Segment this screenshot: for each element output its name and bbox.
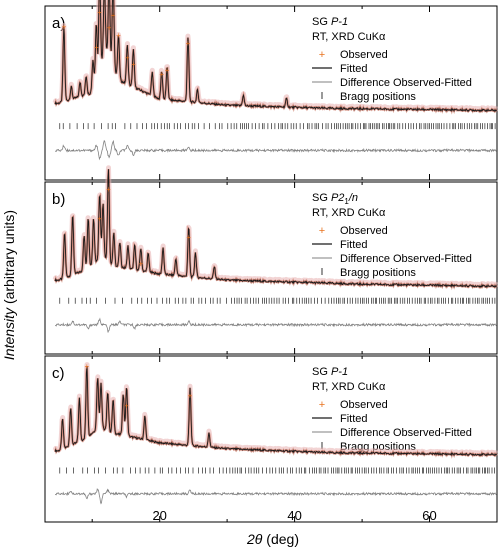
observed-point: + (186, 39, 191, 48)
legend-difference: Difference Observed-Fitted (340, 427, 472, 439)
panel-legend: SG P21/nRT, XRD CuKα + Observed Fitted Diffe… (312, 192, 472, 279)
observed-point: + (124, 401, 129, 410)
legend-observed-marker: + (319, 399, 325, 411)
x-axis-label: 2θ (deg) (246, 531, 299, 547)
x-axis: 20 40 60 (91, 6, 498, 523)
conditions-label: RT, XRD CuKα (312, 31, 386, 43)
panel-b: b) SG P21/nRT, XRD CuKα + Observed Fitted Dif… (44, 165, 499, 355)
observed-point: + (111, 11, 116, 20)
legend-observed-marker: + (319, 49, 325, 61)
bragg-positions (59, 467, 496, 474)
legend-observed: Observed (340, 225, 388, 237)
legend-fitted: Fitted (340, 63, 368, 75)
space-group-label: SG P-1 (312, 16, 348, 28)
panel-frame (44, 355, 498, 523)
observed-halo (52, 0, 499, 113)
panels: a) SG P-1RT, XRD CuKα+ ObservedFittedDiffe… (44, 0, 499, 523)
observed-point: + (107, 24, 112, 33)
x-tick-label: 20 (152, 508, 166, 523)
observed-point: + (84, 362, 89, 371)
fitted-curve (54, 0, 497, 113)
bragg-positions (59, 297, 496, 304)
legend-observed-marker: + (319, 225, 325, 237)
observed-point: + (138, 260, 143, 269)
legend-fitted: Fitted (340, 239, 368, 251)
observed-point: + (106, 185, 111, 194)
panel-c: c) SG P-1 RT, XRD CuKα + Observed Fitted Diffe… (44, 355, 499, 523)
observed-point: + (188, 392, 193, 401)
observed-point: + (125, 54, 130, 63)
observed-point: + (131, 60, 136, 69)
legend-observed: Observed (340, 399, 388, 411)
difference-curve (54, 139, 497, 161)
conditions-label: RT, XRD CuKα (312, 381, 386, 393)
observed-point: + (165, 66, 170, 75)
x-tick-label: 40 (287, 508, 301, 523)
observed-point: + (97, 8, 102, 17)
panel-label: b) (52, 191, 65, 208)
panel-frame (44, 181, 498, 355)
x-tick-label: 60 (422, 508, 436, 523)
observed-curve (54, 169, 498, 291)
legend-observed: Observed (340, 49, 388, 61)
fitted-curve (54, 169, 497, 289)
bragg-positions (59, 123, 496, 130)
conditions-label: RT, XRD CuKα (312, 207, 386, 219)
legend-fitted: Fitted (340, 413, 368, 425)
space-group-label: SG P-1 (312, 366, 348, 378)
fitted-curve (54, 366, 497, 457)
observed-point: + (97, 215, 102, 224)
observed-point: + (186, 233, 191, 242)
difference-curve (54, 488, 497, 505)
observed-point: + (159, 70, 164, 79)
observed-curve (54, 366, 498, 459)
observed-point: + (94, 43, 99, 52)
panel-label: c) (52, 365, 65, 382)
difference-curve (54, 317, 497, 333)
panel-frame (44, 5, 498, 181)
panel-a: a) SG P-1RT, XRD CuKα+ ObservedFittedDiffe… (44, 0, 499, 181)
observed-point: + (116, 31, 121, 40)
observed-point: + (62, 23, 67, 32)
legend-difference: Difference Observed-Fitted (340, 77, 472, 89)
panel-legend: SG P-1 RT, XRD CuKα + Observed Fitted Differe… (312, 16, 472, 103)
y-axis-label: Intensity (arbitrary units) (1, 210, 17, 360)
legend-difference: Difference Observed-Fitted (340, 253, 472, 265)
space-group-label: SG P21/n (312, 192, 358, 206)
legend-bragg: Bragg positions (340, 267, 416, 279)
legend-bragg: Bragg positions (340, 91, 416, 103)
panel-legend: SG P-1 RT, XRD CuKα + Observed Fitted Differe… (312, 366, 472, 453)
